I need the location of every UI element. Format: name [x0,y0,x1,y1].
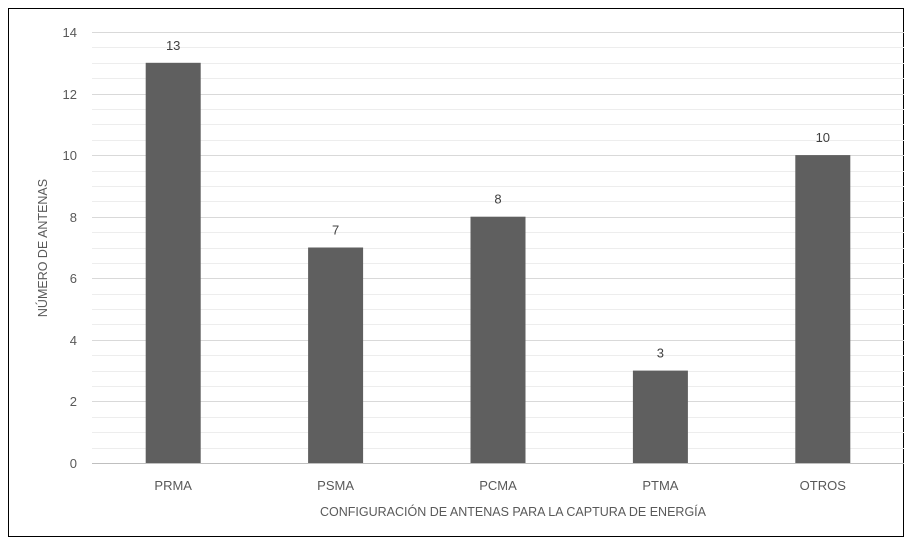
x-axis-title: CONFIGURACIÓN DE ANTENAS PARA LA CAPTURA… [320,504,707,519]
y-tick-label: 8 [70,210,77,225]
data-label-ptma: 3 [657,346,664,361]
y-tick-label: 14 [63,25,77,40]
data-label-pcma: 8 [494,192,501,207]
bar-psma [308,247,364,463]
x-axis-ticks: PRMA PSMA PCMA PTMA OTROS [154,478,846,493]
data-label-prma: 13 [166,38,180,53]
y-axis-ticks: 0 2 4 6 8 10 12 14 [63,25,77,471]
y-tick-label: 10 [63,148,77,163]
bar-ptma [632,370,688,463]
x-tick-label-otros: OTROS [800,478,847,493]
bar-otros [795,155,851,463]
bar-prma [145,62,201,464]
x-tick-label-psma: PSMA [317,478,354,493]
bars [145,62,851,464]
data-label-psma: 7 [332,223,339,238]
x-tick-label-pcma: PCMA [479,478,517,493]
y-tick-label: 6 [70,271,77,286]
bar-pcma [470,216,526,463]
y-tick-label: 12 [63,87,77,102]
y-axis-title: NÚMERO DE ANTENAS [35,179,50,317]
y-tick-label: 0 [70,456,77,471]
y-tick-label: 2 [70,394,77,409]
x-tick-label-prma: PRMA [154,478,192,493]
data-labels: 13 7 8 3 10 [166,38,830,361]
x-tick-label-ptma: PTMA [642,478,678,493]
y-tick-label: 4 [70,333,77,348]
data-label-otros: 10 [816,130,830,145]
